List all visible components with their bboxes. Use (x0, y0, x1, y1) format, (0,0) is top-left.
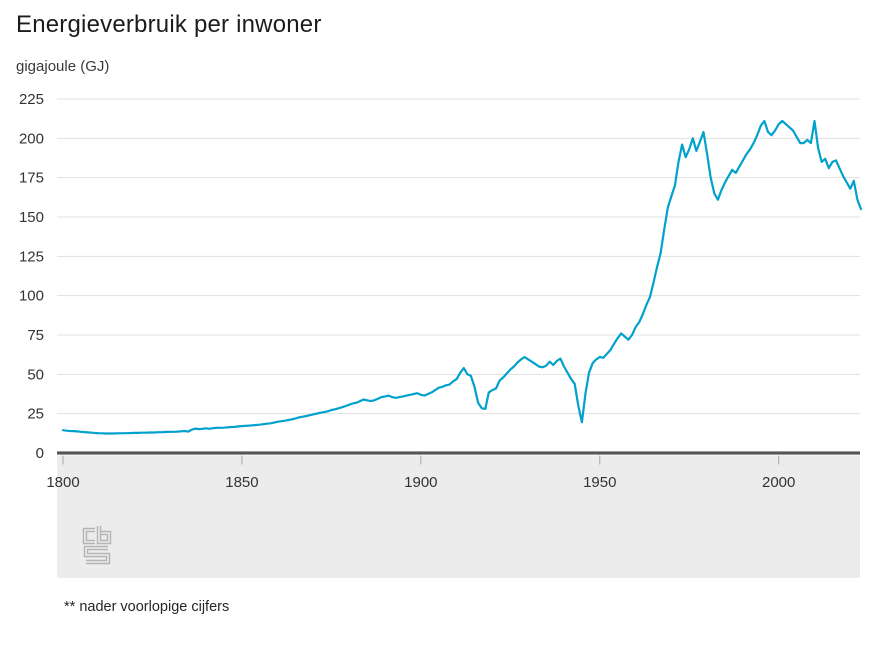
x-axis-band (57, 455, 860, 578)
y-axis-unit-label: gigajoule (GJ) (16, 58, 110, 75)
y-axis-tick-label: 50 (27, 366, 44, 383)
data-line-energieverbruik (61, 119, 863, 435)
y-axis-tick-label: 125 (19, 248, 44, 265)
footnote: ** nader voorlopige cijfers (64, 599, 230, 615)
y-axis-tick-label: 150 (19, 209, 44, 226)
y-axis-tick-label: 200 (19, 130, 44, 147)
x-axis-tick-label: 1800 (46, 474, 79, 491)
cbs-logo-letter-b-core (98, 526, 110, 543)
x-axis-baseline (57, 451, 860, 455)
x-axis-tick-label: 2000 (762, 474, 795, 491)
cbs-logo-letter-c-core (84, 529, 95, 543)
chart-title: Energieverbruik per inwoner (16, 11, 322, 38)
x-axis-tick-label: 1850 (225, 474, 258, 491)
y-axis-tick-label: 100 (19, 288, 44, 305)
x-axis-tick-label: 1950 (583, 474, 616, 491)
y-axis-tick-label: 175 (19, 170, 44, 187)
cbs-logo-letter-s-core (85, 547, 109, 563)
y-axis-tick-label: 75 (27, 327, 44, 344)
y-axis-tick-label: 0 (36, 445, 44, 462)
y-axis-tick-label: 225 (19, 91, 44, 108)
x-axis-tick-label: 1900 (404, 474, 437, 491)
y-axis-tick-label: 25 (27, 406, 44, 423)
cbs-logo (82, 526, 112, 565)
